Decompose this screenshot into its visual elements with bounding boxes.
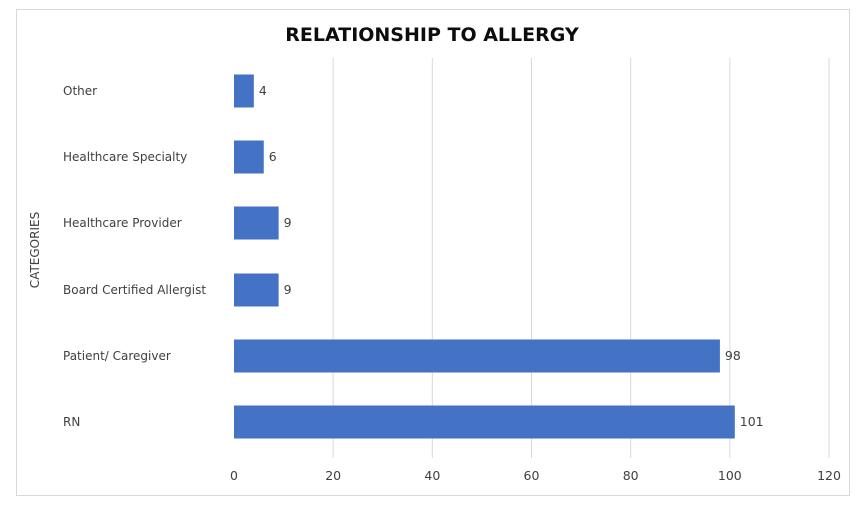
x-tick-label: 120 bbox=[817, 468, 841, 483]
data-label: 6 bbox=[269, 149, 277, 164]
category-label: RN bbox=[63, 415, 80, 429]
x-tick-label: 0 bbox=[230, 468, 238, 483]
bar-chart: RELATIONSHIP TO ALLERGY CATEGORIES 0 20 40… bbox=[28, 24, 841, 483]
category-label: Healthcare Provider bbox=[63, 216, 182, 230]
x-tick-label: 60 bbox=[524, 468, 540, 483]
category-label: Other bbox=[63, 84, 97, 98]
data-label: 98 bbox=[725, 348, 741, 363]
y-axis-title: CATEGORIES bbox=[28, 212, 42, 288]
data-label: 9 bbox=[284, 282, 292, 297]
bars bbox=[234, 74, 735, 439]
x-tick-label: 80 bbox=[623, 468, 639, 483]
gridlines bbox=[332, 58, 830, 458]
x-tick-label: 100 bbox=[718, 468, 742, 483]
x-tick-label: 20 bbox=[325, 468, 341, 483]
data-label: 4 bbox=[259, 83, 267, 98]
chart-title: RELATIONSHIP TO ALLERGY bbox=[285, 24, 579, 46]
x-tick-label: 40 bbox=[424, 468, 440, 483]
data-label: 9 bbox=[284, 215, 292, 230]
category-label: Board Certified Allergist bbox=[63, 283, 206, 297]
data-label: 101 bbox=[740, 414, 764, 429]
category-label: Healthcare Specialty bbox=[63, 150, 187, 164]
bar bbox=[234, 206, 279, 240]
bar bbox=[234, 74, 254, 108]
category-label: Patient/ Caregiver bbox=[63, 349, 171, 363]
labels: 0 20 40 60 80 100 120 Other 4 Healthcare Specialt… bbox=[63, 83, 841, 483]
bar bbox=[234, 140, 264, 174]
bar bbox=[234, 339, 720, 373]
bar bbox=[234, 273, 279, 307]
chart-frame: RELATIONSHIP TO ALLERGY CATEGORIES 0 20 40… bbox=[16, 9, 850, 496]
bar bbox=[234, 405, 735, 439]
